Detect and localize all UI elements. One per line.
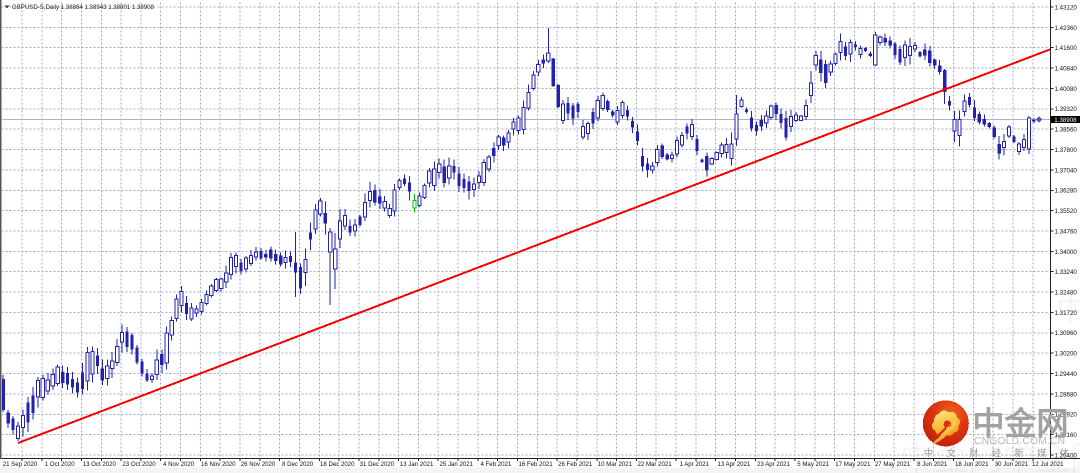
svg-text:1.33240: 1.33240 <box>1055 269 1078 276</box>
svg-text:GBPUSD-S,Daily 1.38864 1.3894: GBPUSD-S,Daily 1.38864 1.38943 1.38801 1… <box>12 4 155 11</box>
svg-text:财: 财 <box>969 448 978 459</box>
svg-text:1.41600: 1.41600 <box>1055 45 1078 52</box>
svg-text:1.29440: 1.29440 <box>1055 371 1078 378</box>
svg-text:12 Jul 2021: 12 Jul 2021 <box>1032 461 1064 468</box>
svg-text:16 Nov 2020: 16 Nov 2020 <box>201 461 236 468</box>
svg-text:13 Jan 2021: 13 Jan 2021 <box>400 461 434 468</box>
svg-text:1 Oct 2020: 1 Oct 2020 <box>45 461 75 468</box>
svg-text:中: 中 <box>1056 294 1080 327</box>
svg-text:13 Oct 2020: 13 Oct 2020 <box>83 461 117 468</box>
svg-text:16 Feb 2021: 16 Feb 2021 <box>518 461 553 468</box>
svg-text:媒: 媒 <box>1037 448 1047 459</box>
svg-text:经: 经 <box>992 448 1002 459</box>
svg-text:1.27160: 1.27160 <box>1055 432 1078 439</box>
svg-text:1.37040: 1.37040 <box>1055 167 1078 174</box>
svg-text:1.38908: 1.38908 <box>1054 117 1077 124</box>
svg-text:23 Apr 2021: 23 Apr 2021 <box>757 461 790 468</box>
svg-text:21 Sep 2020: 21 Sep 2020 <box>3 461 38 468</box>
svg-text:1.35520: 1.35520 <box>1055 208 1078 215</box>
svg-text:18 Jun 2021: 18 Jun 2021 <box>955 461 989 468</box>
svg-text:1.42360: 1.42360 <box>1055 25 1078 32</box>
svg-text:30 Jun 2021: 30 Jun 2021 <box>995 461 1029 468</box>
svg-text:文: 文 <box>946 448 956 459</box>
svg-text:新: 新 <box>1014 448 1023 459</box>
svg-text:26 Feb 2021: 26 Feb 2021 <box>558 461 593 468</box>
svg-text:4 Nov 2020: 4 Nov 2020 <box>163 461 195 468</box>
svg-text:1.36280: 1.36280 <box>1055 188 1078 195</box>
svg-text:1.43120: 1.43120 <box>1055 4 1078 11</box>
svg-text:1.40080: 1.40080 <box>1055 86 1078 93</box>
svg-text:22 Mar 2021: 22 Mar 2021 <box>637 461 672 468</box>
svg-text:1.38560: 1.38560 <box>1055 127 1078 134</box>
svg-text:1.30200: 1.30200 <box>1055 351 1078 358</box>
svg-text:17 May 2021: 17 May 2021 <box>835 461 871 468</box>
svg-text:1.31720: 1.31720 <box>1055 310 1078 317</box>
svg-text:13 Apr 2021: 13 Apr 2021 <box>717 461 750 468</box>
svg-text:18 Dec 2020: 18 Dec 2020 <box>320 461 355 468</box>
svg-text:1.40840: 1.40840 <box>1055 65 1078 72</box>
svg-text:1.28680: 1.28680 <box>1055 391 1078 398</box>
svg-text:27 May 2021: 27 May 2021 <box>875 461 911 468</box>
svg-text:10 Mar 2021: 10 Mar 2021 <box>598 461 633 468</box>
svg-text:4 Feb 2021: 4 Feb 2021 <box>480 461 511 468</box>
svg-text:25 Jan 2021: 25 Jan 2021 <box>440 461 474 468</box>
svg-text:中: 中 <box>924 448 933 459</box>
svg-text:1.34760: 1.34760 <box>1055 228 1078 235</box>
svg-text:1.26400: 1.26400 <box>1055 452 1078 459</box>
svg-text:1.30960: 1.30960 <box>1055 330 1078 337</box>
svg-text:1.37800: 1.37800 <box>1055 147 1078 154</box>
svg-text:26 Nov 2020: 26 Nov 2020 <box>241 461 276 468</box>
svg-text:CNGOLD.COM.CN: CNGOLD.COM.CN <box>974 436 1065 447</box>
svg-text:5 May 2021: 5 May 2021 <box>797 461 829 468</box>
svg-text:中金网: 中金网 <box>973 406 1069 442</box>
svg-text:1.39320: 1.39320 <box>1055 106 1078 113</box>
svg-text:1.32480: 1.32480 <box>1055 290 1078 297</box>
svg-text:31 Dec 2020: 31 Dec 2020 <box>360 461 395 468</box>
svg-text:23 Oct 2020: 23 Oct 2020 <box>122 461 156 468</box>
svg-text:8 Jun 2021: 8 Jun 2021 <box>917 461 948 468</box>
svg-text:1 Apr 2021: 1 Apr 2021 <box>679 461 709 468</box>
svg-text:1.34000: 1.34000 <box>1055 249 1078 256</box>
svg-text:1.27920: 1.27920 <box>1055 412 1078 419</box>
svg-text:体: 体 <box>1060 448 1070 459</box>
svg-text:8 Dec 2020: 8 Dec 2020 <box>282 461 314 468</box>
